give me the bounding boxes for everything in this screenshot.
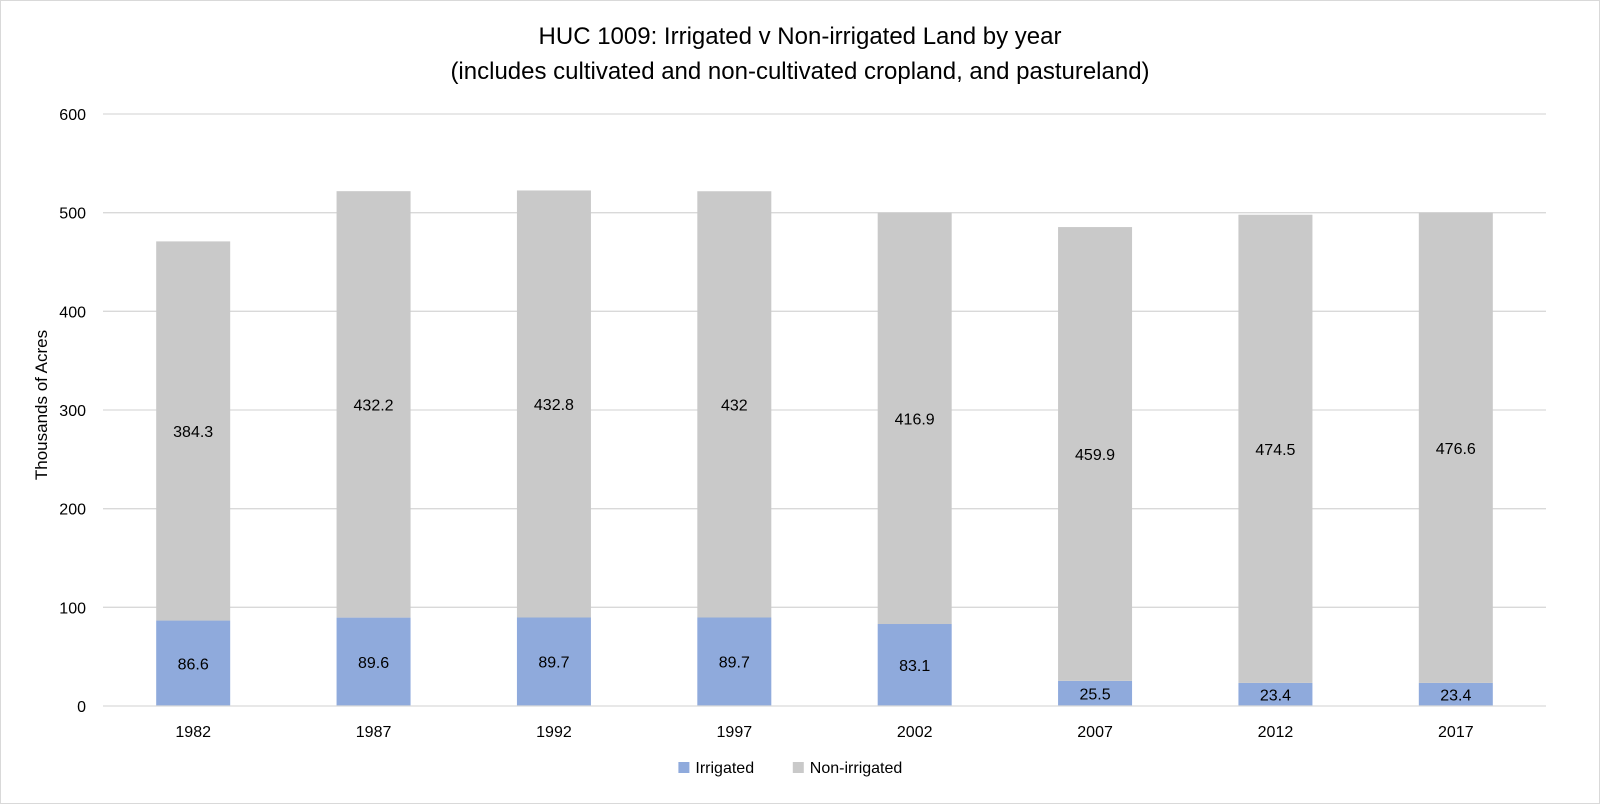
data-label: 89.7: [719, 655, 750, 672]
y-tick-label: 200: [59, 502, 86, 519]
x-tick-label: 1992: [536, 724, 572, 741]
data-label: 23.4: [1440, 687, 1471, 704]
bars: [156, 190, 1493, 706]
bar-irrigated-1992: [516, 617, 591, 706]
legend-swatch: [678, 762, 690, 773]
data-labels: 86.6 384.3 89.6 432.2 89.7 432.8 89.7 432 83.1 41…: [173, 397, 1476, 704]
gridlines: [103, 113, 1546, 608]
x-tick-label: 2002: [897, 724, 933, 741]
y-axis-ticks: 0 100 200 300 400 500 600: [59, 107, 86, 716]
y-tick-label: 300: [59, 403, 86, 420]
data-label: 459.9: [1075, 447, 1115, 464]
data-label: 432.2: [354, 397, 394, 414]
bar-irrigated-1982: [156, 620, 231, 706]
legend-swatch: [792, 762, 804, 773]
bar-non-irrigated-2017: [1418, 212, 1493, 683]
x-tick-label: 1987: [356, 724, 392, 741]
y-axis-label: Thousands of Acres: [32, 330, 51, 480]
legend: Irrigated Non-irrigated: [678, 760, 902, 777]
data-label: 476.6: [1436, 441, 1476, 458]
data-label: 432: [721, 397, 748, 414]
bar-irrigated-2002: [877, 624, 952, 706]
x-tick-label: 2017: [1438, 724, 1474, 741]
y-tick-label: 400: [59, 304, 86, 321]
data-label: 416.9: [895, 411, 935, 428]
y-tick-label: 100: [59, 600, 86, 617]
x-tick-label: 2007: [1077, 724, 1113, 741]
x-tick-label: 1997: [717, 724, 753, 741]
legend-label: Irrigated: [695, 760, 754, 777]
x-tick-label: 1982: [175, 724, 211, 741]
bar-non-irrigated-2012: [1238, 214, 1313, 683]
data-label: 474.5: [1255, 442, 1295, 459]
bar-irrigated-2017: [1418, 682, 1493, 706]
bar-non-irrigated-1997: [697, 191, 772, 618]
bar-irrigated-2012: [1238, 682, 1313, 706]
bar-non-irrigated-1987: [336, 191, 411, 618]
chart-title: HUC 1009: Irrigated v Non-irrigated Land…: [539, 23, 1062, 50]
x-axis-ticks: 1982 1987 1992 1997 2002 2007 2012 2017: [175, 724, 1473, 741]
data-label: 432.8: [534, 397, 574, 414]
bar-non-irrigated-2007: [1058, 227, 1133, 681]
data-label: 86.6: [178, 656, 209, 673]
data-label: 384.3: [173, 424, 213, 441]
bar-irrigated-1987: [336, 617, 411, 706]
data-label: 25.5: [1079, 686, 1110, 703]
bar-non-irrigated-2002: [877, 212, 952, 625]
data-label: 89.7: [538, 655, 569, 672]
y-tick-label: 0: [77, 699, 86, 716]
data-label: 89.6: [358, 655, 389, 672]
bar-non-irrigated-1982: [156, 241, 231, 621]
bar-irrigated-2007: [1058, 680, 1133, 706]
chart-subtitle: (includes cultivated and non-cultivated …: [450, 58, 1149, 85]
y-tick-label: 500: [59, 206, 86, 223]
data-label: 83.1: [899, 658, 930, 675]
bar-non-irrigated-1992: [516, 190, 591, 618]
legend-label: Non-irrigated: [810, 760, 902, 777]
data-label: 23.4: [1260, 687, 1291, 704]
x-tick-label: 2012: [1258, 724, 1294, 741]
y-tick-label: 600: [59, 107, 86, 124]
bar-irrigated-1997: [697, 617, 772, 706]
